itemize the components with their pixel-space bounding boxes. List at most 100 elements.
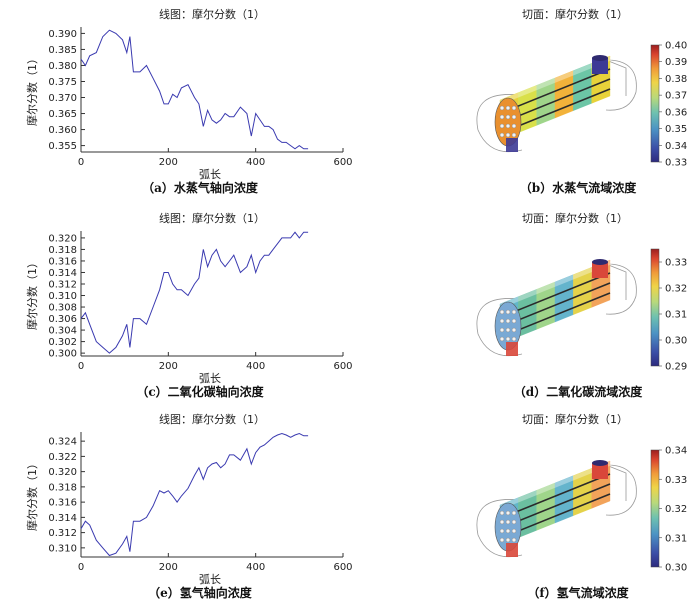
- colorbar-tick-label: 0.34: [665, 141, 687, 152]
- line-plot-axes: 0 200 400 600 0.3000.3020.3040.3060.3080.310…: [48, 231, 353, 372]
- y-tick-label: 0.324: [48, 437, 77, 448]
- left-head-outline: [476, 94, 523, 153]
- left-head-outline: [476, 499, 523, 558]
- line-plot-title: 线图：摩尔分数（1）: [159, 211, 265, 225]
- right-head-outline: [601, 464, 637, 516]
- x-tick-label: 0: [78, 562, 84, 573]
- tube-hole: [511, 510, 517, 516]
- tube-rod: [505, 483, 611, 527]
- tube-hole: [505, 114, 511, 120]
- colorbar-tick-label: 0.39: [665, 57, 687, 68]
- y-tick-label: 0.316: [48, 256, 77, 267]
- x-tick-label: 400: [246, 361, 265, 372]
- y-tick-label: 0.302: [48, 337, 77, 348]
- series-line: [80, 29, 309, 150]
- y-tick-label: 0.390: [48, 29, 77, 40]
- tube-hole: [511, 132, 517, 138]
- colorbar-tick-label: 0.38: [665, 74, 687, 85]
- y-tick-label: 0.318: [48, 245, 77, 256]
- nozzle-outline: [605, 263, 627, 300]
- tube-hole: [511, 528, 517, 534]
- line-plot-axes: 0 200 400 600 0.310 0.312 0.314 0.316 0.318 0.320…: [48, 432, 353, 573]
- colorbar-tick-label: 0.33: [665, 258, 687, 269]
- colorbar-tick-label: 0.31: [665, 310, 687, 321]
- y-axis-label: 摩尔分数（1）: [25, 257, 39, 330]
- shell-top-highlight: [500, 56, 612, 104]
- heat-exchanger-render: [476, 259, 637, 357]
- line-plot-title: 线图：摩尔分数（1）: [159, 412, 265, 426]
- tube-hole: [511, 336, 517, 342]
- nozzle-outline: [605, 59, 627, 96]
- lower-nozzle: [506, 138, 518, 152]
- tube-rod: [505, 473, 611, 517]
- panel-caption: （f）氢气流域浓度: [527, 585, 629, 600]
- tube-hole: [499, 336, 505, 342]
- tube-hole: [499, 528, 505, 534]
- y-tick-label: 0.306: [48, 314, 77, 325]
- tube-hole: [505, 510, 511, 516]
- surface-plot-title: 切面：摩尔分数（1）: [522, 211, 628, 225]
- x-tick-label: 600: [333, 562, 352, 573]
- panel-caption: （b）水蒸气流域浓度: [520, 180, 637, 195]
- colorbar-tick-label: 0.33: [665, 158, 687, 169]
- shell-top-highlight: [500, 260, 612, 308]
- tube-rod: [505, 282, 611, 326]
- colorbar-tick-label: 0.33: [665, 475, 687, 486]
- tube-hole: [499, 105, 505, 111]
- y-tick-label: 0.314: [48, 268, 77, 279]
- tube-rod: [505, 78, 611, 122]
- colorbar: [650, 449, 660, 568]
- surface-plot-title: 切面：摩尔分数（1）: [522, 412, 628, 426]
- panel-caption: （c）二氧化碳轴向浓度: [136, 384, 264, 399]
- colorbar: [650, 44, 660, 163]
- tube-hole: [511, 105, 517, 111]
- tube-hole: [505, 528, 511, 534]
- y-tick-label: 0.304: [48, 326, 77, 337]
- tube-hole: [505, 537, 511, 543]
- tube-hole: [511, 318, 517, 324]
- colorbar-tick-label: 0.30: [665, 336, 687, 347]
- tube-rod: [505, 88, 611, 132]
- colorbar-tick-label: 0.32: [665, 504, 687, 515]
- tube-hole: [505, 123, 511, 129]
- x-tick-label: 0: [78, 157, 84, 168]
- y-tick-label: 0.320: [48, 467, 77, 478]
- x-tick-label: 200: [159, 562, 178, 573]
- y-tick-label: 0.380: [48, 61, 77, 72]
- tube-hole: [511, 114, 517, 120]
- y-tick-label: 0.375: [48, 77, 77, 88]
- lower-nozzle: [506, 342, 518, 356]
- tube-hole: [499, 537, 505, 543]
- surface-plot-title: 切面：摩尔分数（1）: [522, 7, 628, 21]
- tube-hole: [511, 123, 517, 129]
- colorbar-tick-label: 0.31: [665, 533, 687, 544]
- right-head-outline: [601, 263, 637, 315]
- colorbar-tick-label: 0.37: [665, 91, 687, 102]
- panel-row-1: 线图：摩尔分数（1）0 200 400 6000.3550.3600.3650.370…: [25, 7, 687, 195]
- tube-hole: [511, 309, 517, 315]
- y-tick-label: 0.308: [48, 303, 77, 314]
- colorbar-tick-label: 0.34: [665, 446, 687, 457]
- y-tick-label: 0.385: [48, 45, 77, 56]
- tube-hole: [505, 327, 511, 333]
- tube-hole: [505, 105, 511, 111]
- x-tick-label: 0: [78, 361, 84, 372]
- panel-row-3: 线图：摩尔分数（1） 0 200 400 600 0.310 0.312 0.314 0.316…: [25, 412, 687, 600]
- outlet-nozzle: [592, 262, 608, 278]
- tube-hole: [499, 327, 505, 333]
- lower-nozzle: [506, 543, 518, 557]
- x-axis-label: 弧长: [199, 167, 221, 181]
- tube-hole: [499, 123, 505, 129]
- outlet-nozzle-top: [592, 460, 608, 466]
- tube-hole: [511, 537, 517, 543]
- line-plot-axes: 0 200 400 600 0.355 0.360 0.365 0.370 0.375 0.380…: [48, 27, 353, 168]
- x-tick-label: 600: [333, 361, 352, 372]
- tube-hole: [505, 309, 511, 315]
- y-tick-label: 0.365: [48, 109, 77, 120]
- panel-caption: （e）氢气轴向浓度: [148, 585, 253, 600]
- x-tick-label: 200: [159, 157, 178, 168]
- y-tick-label: 0.322: [48, 452, 77, 463]
- colorbar-tick-label: 0.29: [665, 362, 687, 373]
- x-axis-label: 弧长: [199, 572, 221, 586]
